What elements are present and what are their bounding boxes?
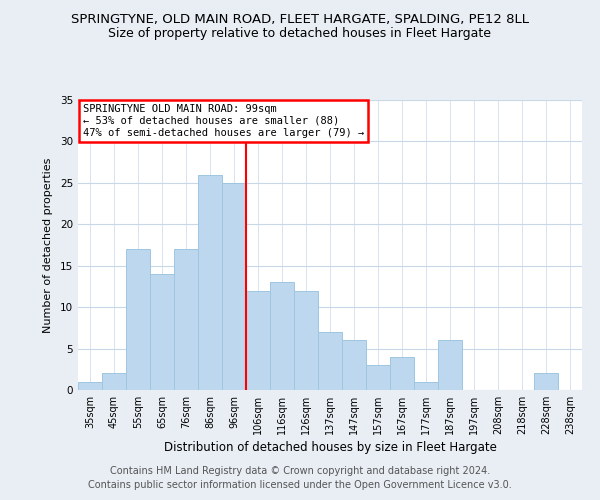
Bar (342, 340, 366, 390)
Bar (366, 365, 390, 390)
Text: SPRINGTYNE, OLD MAIN ROAD, FLEET HARGATE, SPALDING, PE12 8LL: SPRINGTYNE, OLD MAIN ROAD, FLEET HARGATE… (71, 12, 529, 26)
Bar (198, 174, 222, 390)
Text: SPRINGTYNE OLD MAIN ROAD: 99sqm
← 53% of detached houses are smaller (88)
47% of: SPRINGTYNE OLD MAIN ROAD: 99sqm ← 53% of… (83, 104, 364, 138)
Bar (390, 357, 414, 390)
Bar (126, 249, 150, 390)
Bar (294, 290, 318, 390)
X-axis label: Distribution of detached houses by size in Fleet Hargate: Distribution of detached houses by size … (164, 441, 496, 454)
Bar (222, 183, 246, 390)
Text: Size of property relative to detached houses in Fleet Hargate: Size of property relative to detached ho… (109, 28, 491, 40)
Y-axis label: Number of detached properties: Number of detached properties (43, 158, 53, 332)
Bar (150, 274, 174, 390)
Bar (174, 249, 198, 390)
Bar (78, 382, 102, 390)
Bar (246, 290, 270, 390)
Text: Contains HM Land Registry data © Crown copyright and database right 2024.: Contains HM Land Registry data © Crown c… (110, 466, 490, 476)
Bar (534, 374, 558, 390)
Bar (438, 340, 462, 390)
Bar (414, 382, 438, 390)
Bar (318, 332, 342, 390)
Bar (102, 374, 126, 390)
Text: Contains public sector information licensed under the Open Government Licence v3: Contains public sector information licen… (88, 480, 512, 490)
Bar (270, 282, 294, 390)
